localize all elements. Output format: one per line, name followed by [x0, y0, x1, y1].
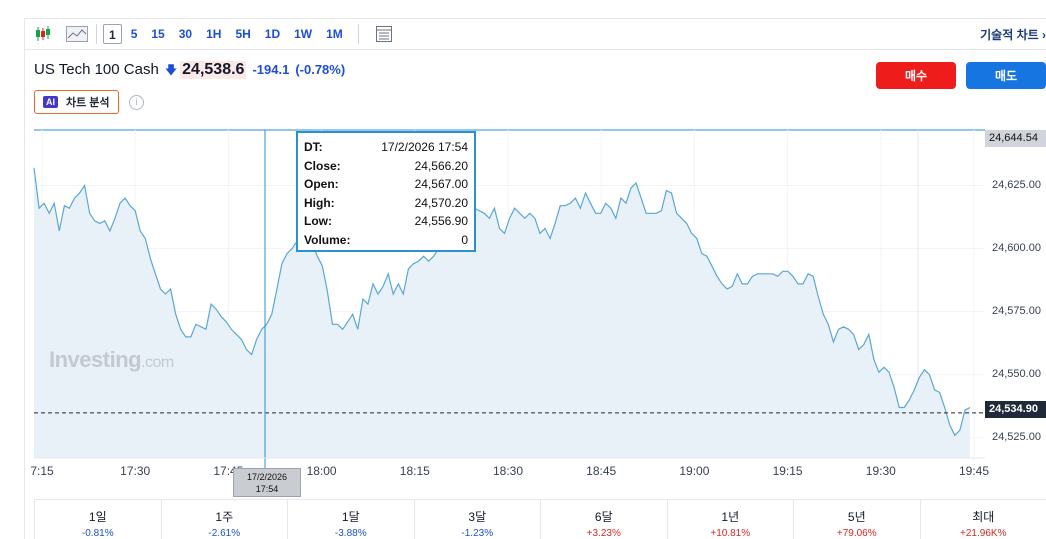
x-tick-label: 18:30 — [492, 464, 524, 478]
performance-period[interactable]: 6달 +3.23% — [540, 500, 667, 539]
performance-period-change: -1.23% — [461, 528, 494, 539]
performance-period[interactable]: 1년 +10.81% — [666, 500, 794, 539]
performance-period-change: +79.06% — [836, 528, 877, 539]
technical-chart-link[interactable]: 기술적 차트 › — [980, 28, 1046, 42]
x-tick-label: 19:45 — [958, 464, 990, 478]
y-tick-label: 24,525.00 — [992, 430, 1041, 443]
investing-logo: Investing.com — [49, 347, 174, 372]
tooltip-close-label: Close: — [304, 158, 341, 173]
tooltip-open-value: 24,567.00 — [414, 177, 468, 191]
x-tick-label: 18:45 — [586, 464, 617, 478]
buy-button[interactable]: 매수 — [876, 62, 956, 89]
instrument-name: US Tech 100 Cash — [34, 61, 159, 78]
performance-period-change: -3.88% — [334, 528, 367, 539]
y-tick-label: 24,575.00 — [992, 304, 1041, 317]
tooltip-low-value: 24,556.90 — [414, 214, 468, 228]
tooltip-volume-label: Volume: — [304, 232, 351, 247]
timeframe-1w[interactable]: 1W — [294, 26, 313, 41]
price-change: -194.1 — [252, 62, 290, 77]
performance-period-change: +3.23% — [586, 528, 621, 539]
crosshair-time: 17:54 — [255, 484, 279, 494]
x-tick-label: 18:00 — [306, 464, 337, 478]
timeframe-list: 1 5 15 30 1H 5H 1D 1W 1M — [103, 23, 352, 44]
performance-period-label: 최대 — [972, 510, 995, 524]
y-tick-label: 24,600.00 — [992, 241, 1041, 254]
last-price-tag: 24,534.90 — [985, 401, 1046, 418]
performance-period[interactable]: 최대 +21.96K% — [919, 500, 1046, 539]
candlestick-icon[interactable] — [30, 23, 56, 45]
timeframe-15[interactable]: 15 — [151, 26, 165, 41]
performance-period[interactable]: 1주 -2.61% — [160, 500, 288, 539]
last-price: 24,538.6 — [180, 61, 247, 79]
widget-frame — [24, 18, 1046, 539]
performance-period-label: 1일 — [88, 510, 107, 524]
tooltip-high-label: High: — [304, 195, 335, 210]
tooltip-volume-value: 0 — [461, 232, 468, 247]
tooltip-dt-value: 17/2/2026 17:54 — [381, 140, 468, 154]
performance-period-label: 1주 — [215, 510, 234, 524]
performance-strip: 1일 -0.81% 1주 -2.61% 1달 -3.88% 3달 -1.23% 6달 +3.23%… — [34, 499, 1046, 539]
x-tick-label: 7:15 — [30, 464, 54, 478]
y-tick-label: 24,625.00 — [992, 178, 1041, 191]
sell-button[interactable]: 매도 — [966, 62, 1046, 89]
x-tick-label: 17:30 — [120, 464, 151, 478]
price-change-percent: (-0.78%) — [295, 62, 346, 77]
price-area-fill — [34, 167, 970, 459]
toolbar-divider — [96, 23, 97, 44]
performance-period-label: 3달 — [468, 510, 487, 524]
performance-period-change: +10.81% — [710, 528, 751, 539]
performance-period[interactable]: 3달 -1.23% — [413, 500, 541, 539]
ai-button-label: 차트 분석 — [66, 97, 110, 109]
tooltip-high-value: 24,570.20 — [414, 195, 468, 210]
performance-period-label: 6달 — [594, 510, 613, 524]
timeframe-1m[interactable]: 1M — [326, 26, 343, 41]
info-icon[interactable]: i — [129, 95, 144, 110]
ai-chart-analysis-button[interactable]: AI 차트 분석 — [34, 90, 119, 114]
performance-period[interactable]: 5년 +79.06% — [793, 500, 920, 539]
x-tick-label: 19:00 — [679, 464, 710, 478]
tooltip-dt-label: DT: — [304, 140, 323, 154]
timeframe-30[interactable]: 30 — [178, 26, 193, 41]
timeframe-5h[interactable]: 5H — [235, 26, 251, 41]
x-tick-label: 19:30 — [865, 464, 896, 478]
performance-period-change: -2.61% — [208, 528, 241, 539]
high-price-tag: 24,644.54 — [985, 130, 1046, 147]
area-chart-icon[interactable] — [64, 23, 90, 45]
crosshair-date: 17/2/2026 — [246, 472, 288, 482]
x-tick-label: 18:15 — [399, 464, 430, 478]
chart-toolbar: 1 5 15 30 1H 5H 1D 1W 1M 기술적 차트 › — [24, 18, 1046, 50]
ai-badge: AI — [43, 96, 58, 108]
crosshair-time-label: 17/2/2026 17:54 — [233, 468, 301, 497]
performance-period[interactable]: 1일 -0.81% — [34, 500, 161, 539]
performance-period-label: 1년 — [721, 510, 740, 524]
price-line — [33, 167, 971, 437]
performance-period-change: -0.81% — [81, 528, 114, 539]
performance-period[interactable]: 1달 -3.88% — [287, 500, 414, 539]
timeframe-5[interactable]: 5 — [130, 26, 138, 41]
timeframe-1d[interactable]: 1D — [264, 26, 281, 41]
timeframe-1[interactable]: 1 — [103, 23, 122, 44]
performance-period-label: 1달 — [341, 510, 360, 524]
tooltip-open-label: Open: — [304, 177, 339, 191]
instrument-header: US Tech 100 Cash 🡇 24,538.6 -194.1 (-0.7… — [34, 61, 345, 82]
tooltip-close-value: 24,566.20 — [414, 158, 468, 173]
tooltip-low-label: Low: — [304, 214, 332, 228]
x-tick-label: 19:15 — [772, 464, 803, 478]
performance-period-change: +21.96K% — [960, 528, 1007, 539]
ohlc-tooltip: DT: 17/2/2026 17:54 Close: 24,566.20 Open:… — [296, 131, 476, 252]
performance-period-label: 5년 — [847, 510, 866, 524]
chart-settings-icon[interactable] — [371, 23, 397, 45]
arrow-down-icon: 🡇 — [164, 63, 178, 77]
y-tick-label: 24,550.00 — [992, 367, 1041, 380]
toolbar-divider — [357, 23, 359, 44]
timeframe-1h[interactable]: 1H — [206, 26, 222, 41]
